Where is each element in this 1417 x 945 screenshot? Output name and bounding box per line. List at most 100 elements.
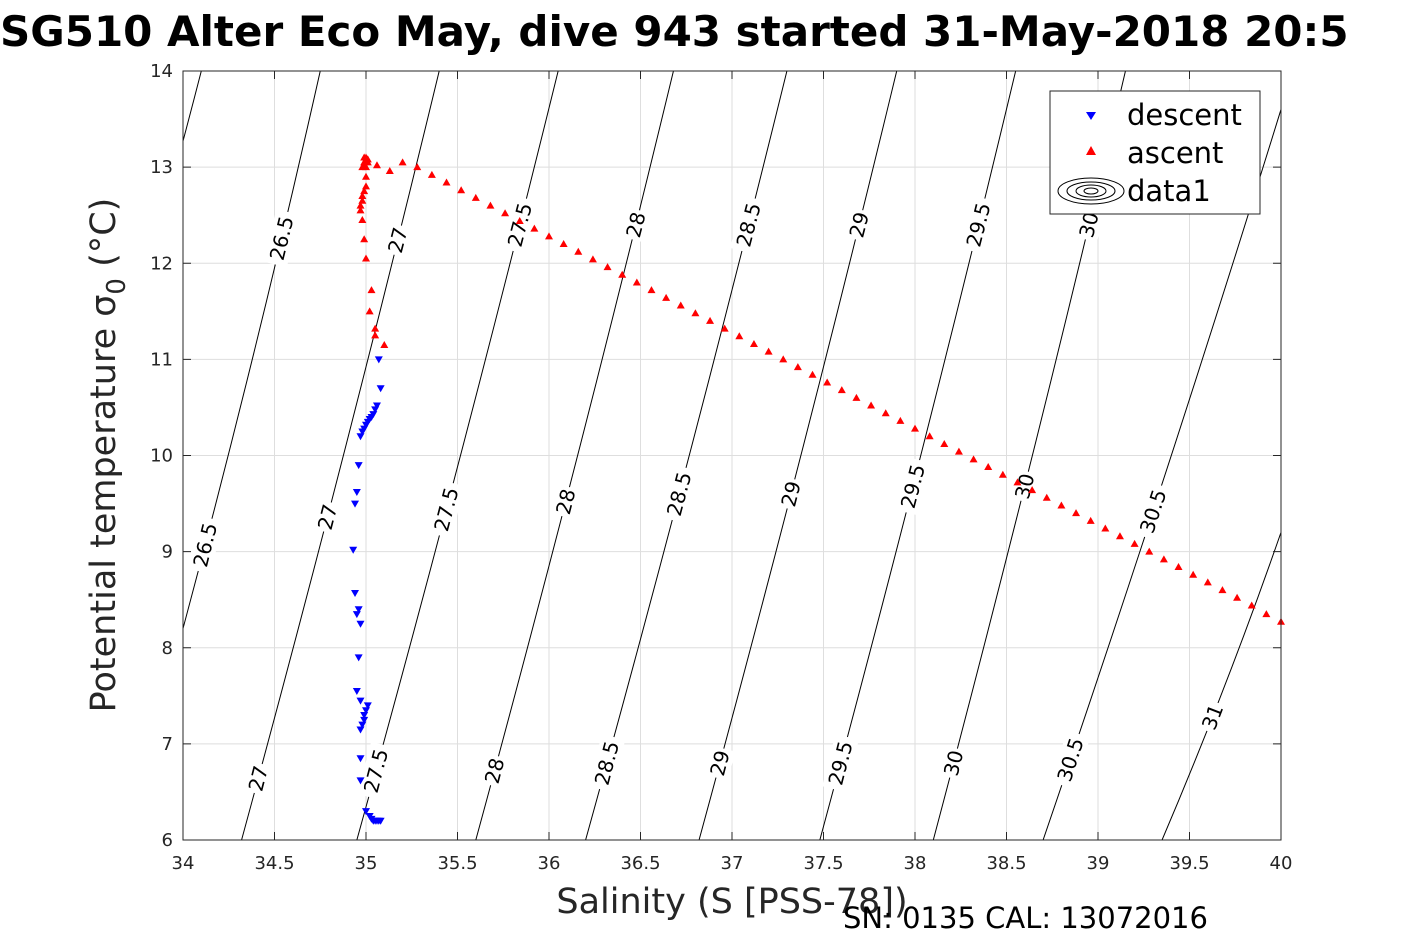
- contour-label-group: 30: [1073, 207, 1105, 243]
- ascent-point: [362, 254, 370, 262]
- legend-descent-marker: [1086, 112, 1096, 120]
- contour-label-group: 30.5: [1133, 481, 1173, 541]
- descent-point: [363, 702, 372, 710]
- serial-cal-footer: SN: 0135 CAL: 13072016: [843, 901, 1208, 935]
- contour-label-bg: [1073, 207, 1105, 243]
- x-tick-label: 34.5: [254, 853, 294, 874]
- x-tick-label: 36.5: [620, 853, 660, 874]
- data-points: [349, 153, 1285, 825]
- ascent-point: [413, 163, 422, 171]
- y-tick-label: 11: [150, 349, 173, 370]
- contour-label: 30: [1010, 471, 1039, 502]
- ascent-point: [1174, 563, 1183, 571]
- ascent-point: [367, 286, 376, 294]
- ascent-point: [1159, 555, 1168, 563]
- contour-label-group: 27: [242, 760, 274, 796]
- ascent-point: [360, 187, 369, 195]
- y-axis-label-main: Potential temperature σ: [84, 295, 124, 713]
- ascent-point: [720, 324, 729, 332]
- ascent-point: [764, 347, 773, 355]
- ascent-point: [998, 470, 1007, 478]
- ascent-point: [691, 309, 700, 317]
- contour-label-group: 27: [382, 222, 414, 258]
- ascent-point: [515, 216, 524, 224]
- x-tick-label: 38.5: [986, 853, 1026, 874]
- ascent-point: [618, 270, 627, 278]
- contour-label-bg: [1195, 698, 1230, 736]
- descent-point: [356, 620, 365, 628]
- ascent-point: [1101, 524, 1110, 532]
- ascent-point: [1262, 610, 1271, 618]
- y-axis-label-unit: (°C): [84, 198, 124, 278]
- ascent-point: [427, 170, 436, 178]
- y-tick-label: 14: [150, 61, 173, 82]
- descent-point: [351, 589, 360, 597]
- y-tick-label: 9: [162, 542, 173, 563]
- descent-point: [354, 654, 363, 662]
- y-tick-label: 7: [162, 734, 173, 755]
- contour-label-bg: [242, 760, 274, 796]
- ascent-point: [1042, 493, 1051, 501]
- ascent-point: [969, 455, 978, 463]
- descent-point: [371, 406, 380, 414]
- descent-point: [358, 721, 367, 729]
- contour-label-bg: [843, 207, 875, 243]
- ascent-point: [1218, 586, 1227, 594]
- descent-point: [362, 808, 370, 816]
- ascent-point: [501, 209, 510, 217]
- contour-label: 30: [939, 748, 968, 779]
- ascent-point: [749, 339, 758, 347]
- descent-point: [356, 697, 365, 705]
- x-tick-label: 34: [172, 853, 195, 874]
- ascent-point: [356, 201, 365, 209]
- ascent-point: [647, 286, 656, 294]
- ascent-point: [823, 378, 832, 386]
- descent-point: [356, 726, 365, 734]
- ascent-point: [1072, 509, 1081, 517]
- ascent-point: [735, 332, 744, 340]
- contour-line-29-5: [819, 71, 1017, 840]
- legend-data1-contour-icon: [1057, 177, 1125, 205]
- ascent-point: [852, 393, 861, 401]
- ascent-point: [356, 206, 365, 214]
- descent-point: [352, 688, 361, 696]
- x-tick-label: 40: [1270, 853, 1293, 874]
- ascent-point: [486, 201, 495, 209]
- ascent-point: [588, 255, 597, 263]
- ascent-point: [358, 196, 367, 204]
- contour-label-bg: [704, 745, 736, 781]
- ascent-point: [1013, 478, 1022, 486]
- legend-descent-label: descent: [1127, 98, 1242, 132]
- ascent-point: [1247, 601, 1256, 609]
- contour-label-bg: [501, 195, 539, 254]
- legend-data1-label: data1: [1127, 174, 1211, 208]
- ascent-point: [530, 224, 539, 232]
- ascent-point: [867, 401, 876, 409]
- contour-label-bg: [938, 745, 969, 781]
- contour-label-bg: [960, 195, 997, 254]
- x-tick-label: 37: [721, 853, 744, 874]
- ascent-point: [574, 247, 583, 255]
- contour-label-bg: [620, 207, 652, 243]
- ascent-point: [360, 235, 369, 243]
- descent-point: [354, 606, 363, 614]
- ascent-point: [442, 178, 451, 186]
- ascent-point: [545, 232, 553, 240]
- ascent-point: [380, 340, 389, 348]
- ascent-point: [362, 153, 370, 161]
- ascent-point: [793, 363, 802, 371]
- contour-label-bg: [1050, 730, 1091, 790]
- ascent-point: [603, 263, 612, 271]
- descent-point: [376, 817, 385, 825]
- ascent-point: [1145, 547, 1154, 555]
- descent-point: [354, 462, 363, 470]
- contour-label-group: 30: [938, 745, 969, 781]
- legend-box: [1049, 90, 1261, 215]
- ascent-point: [940, 439, 949, 447]
- x-tick-label: 39: [1087, 853, 1110, 874]
- contour-line-29: [698, 71, 898, 840]
- descent-point: [374, 356, 383, 364]
- ascent-point: [360, 161, 369, 169]
- contour-label-bg: [822, 733, 859, 793]
- contour-label-bg: [357, 741, 395, 800]
